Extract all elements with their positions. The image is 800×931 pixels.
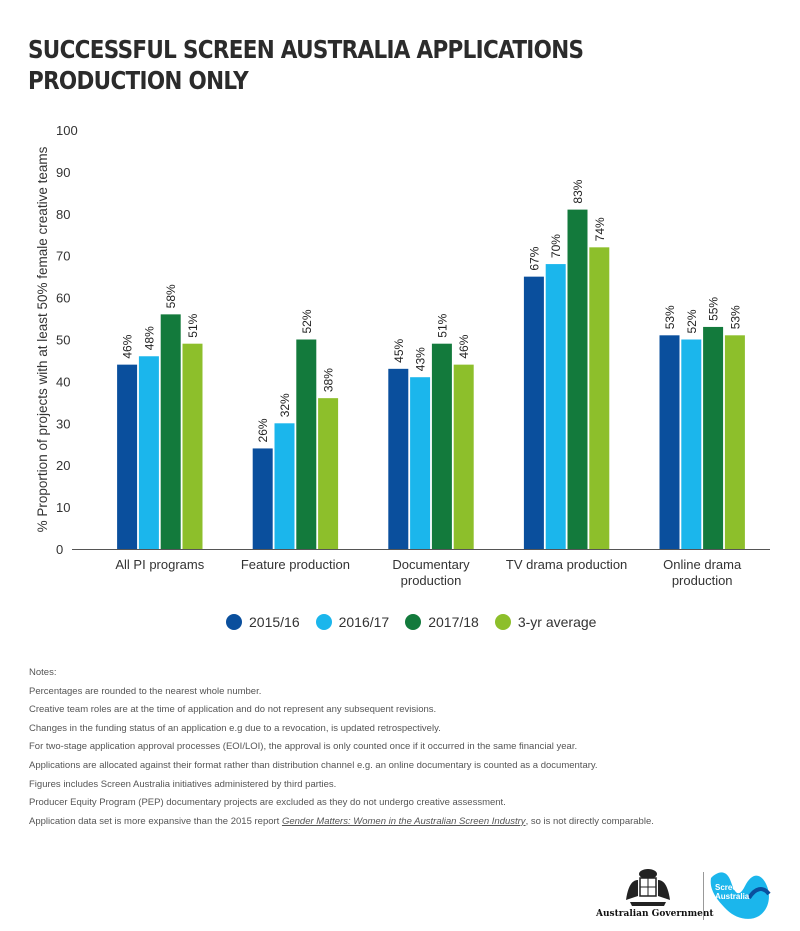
bar bbox=[160, 314, 181, 549]
bar-value-label: 51% bbox=[186, 313, 200, 337]
logos: Australian Government Screen Australia bbox=[596, 866, 776, 922]
bar-chart: 0 10 20 30 40 50 60 70 80 90 100 % Proportion of pr… bbox=[35, 123, 770, 588]
legend-item-2017-18[interactable]: 2017/18 bbox=[405, 614, 479, 630]
bar-value-label: 45% bbox=[392, 338, 406, 362]
note-last-prefix: Application data set is more expansive t… bbox=[29, 815, 282, 827]
note-line: Creative team roles are at the time of a… bbox=[29, 704, 437, 716]
y-tick-label: 80 bbox=[56, 207, 70, 222]
legend-item-3yr-average[interactable]: 3-yr average bbox=[494, 614, 597, 630]
bar-value-label: 74% bbox=[593, 217, 607, 241]
logo-divider bbox=[703, 872, 704, 920]
report-reference-link[interactable]: Gender Matters: Women in the Australian … bbox=[281, 815, 526, 827]
legend-swatch-2015-16 bbox=[226, 614, 242, 630]
coat-of-arms-icon bbox=[626, 869, 670, 906]
bar-value-label: 52% bbox=[685, 309, 699, 333]
screen-australia-wave-icon bbox=[710, 872, 771, 919]
bar-value-label: 46% bbox=[457, 334, 471, 358]
bar bbox=[724, 335, 745, 549]
x-category-label: All PI programs bbox=[115, 557, 204, 572]
bar-value-label: 58% bbox=[164, 284, 178, 308]
y-tick-label: 100 bbox=[56, 123, 78, 138]
bar-value-label: 26% bbox=[256, 418, 270, 442]
bar-value-label: 53% bbox=[728, 305, 742, 329]
bar bbox=[431, 343, 452, 549]
y-tick-label: 40 bbox=[56, 374, 70, 389]
x-category-label: production bbox=[401, 573, 462, 588]
bar bbox=[318, 398, 339, 549]
legend: 2015/16 2016/17 2017/18 3-yr average bbox=[226, 614, 596, 630]
bar bbox=[453, 364, 474, 549]
y-axis-label: % Proportion of projects with at least 5… bbox=[35, 146, 50, 532]
bar bbox=[567, 209, 588, 550]
y-tick-label: 60 bbox=[56, 291, 70, 306]
bar-value-label: 48% bbox=[142, 326, 156, 350]
y-tick-label: 10 bbox=[56, 500, 70, 515]
note-line: Producer Equity Program (PEP) documentar… bbox=[29, 797, 506, 809]
bar bbox=[703, 326, 724, 549]
note-line: Percentages are rounded to the nearest w… bbox=[29, 685, 262, 697]
bar bbox=[296, 339, 317, 549]
bar bbox=[182, 343, 203, 549]
notes-heading: Notes: bbox=[29, 667, 57, 678]
screen-australia-line2: Australia bbox=[715, 892, 750, 901]
title-line-2: PRODUCTION ONLY bbox=[28, 66, 249, 95]
screen-australia-logo: Screen Australia bbox=[709, 868, 775, 922]
bar-value-label: 38% bbox=[322, 368, 336, 392]
y-tick-label: 90 bbox=[56, 165, 70, 180]
bar-value-label: 51% bbox=[435, 313, 449, 337]
y-tick-label: 30 bbox=[56, 416, 70, 431]
legend-label-2016-17: 2016/17 bbox=[338, 614, 390, 630]
y-tick-label: 0 bbox=[56, 542, 63, 557]
note-line: Figures includes Screen Australia initia… bbox=[29, 778, 337, 790]
x-category-label: Documentary bbox=[392, 557, 470, 572]
bar bbox=[252, 448, 273, 549]
bar-value-label: 83% bbox=[571, 179, 585, 203]
government-name: Australian Government bbox=[596, 909, 714, 919]
bar-value-label: 55% bbox=[707, 297, 721, 321]
legend-label-3yr-average: 3-yr average bbox=[517, 614, 597, 630]
x-category-label: production bbox=[672, 573, 733, 588]
bar bbox=[138, 356, 159, 549]
bar-value-label: 53% bbox=[663, 305, 677, 329]
bar bbox=[410, 377, 431, 549]
x-category-label: Online drama bbox=[663, 557, 742, 572]
legend-swatch-3yr-average bbox=[494, 614, 511, 630]
screen-australia-line1: Screen bbox=[715, 883, 742, 892]
legend-item-2016-17[interactable]: 2016/17 bbox=[315, 614, 390, 630]
bar-value-label: 32% bbox=[278, 393, 292, 417]
bar bbox=[589, 247, 610, 549]
note-last-suffix: , so is not directly comparable. bbox=[525, 815, 654, 827]
bar bbox=[117, 364, 138, 549]
bar bbox=[388, 368, 409, 549]
note-line-last: Application data set is more expansive t… bbox=[29, 815, 729, 827]
bar bbox=[659, 335, 680, 549]
notes: Notes: Percentages are rounded to the ne… bbox=[29, 668, 729, 835]
note-line: Changes in the funding status of an appl… bbox=[29, 722, 441, 734]
chart-title: SUCCESSFUL SCREEN AUSTRALIA APPLICATIONS… bbox=[28, 34, 630, 96]
bar-value-label: 43% bbox=[414, 347, 428, 371]
title-line-1: SUCCESSFUL SCREEN AUSTRALIA APPLICATIONS bbox=[28, 35, 584, 64]
bar bbox=[274, 423, 295, 549]
x-category-label: TV drama production bbox=[506, 557, 627, 572]
screen-australia-wordmark: Screen Australia bbox=[715, 883, 749, 901]
legend-label-2017-18: 2017/18 bbox=[428, 614, 479, 630]
bar-value-label: 46% bbox=[121, 334, 135, 358]
note-line: Applications are allocated against their… bbox=[29, 759, 598, 771]
bar-value-label: 67% bbox=[527, 246, 541, 270]
note-line: For two-stage application approval proce… bbox=[29, 741, 578, 753]
y-tick-label: 20 bbox=[56, 458, 70, 473]
x-category-label: Feature production bbox=[241, 557, 350, 572]
legend-label-2015-16: 2015/16 bbox=[249, 614, 300, 630]
y-tick-label: 50 bbox=[56, 333, 70, 348]
y-tick-label: 70 bbox=[56, 249, 70, 264]
bar-value-label: 52% bbox=[300, 309, 314, 333]
bar-value-label: 70% bbox=[549, 234, 563, 258]
legend-swatch-2016-17 bbox=[315, 614, 332, 630]
legend-swatch-2017-18 bbox=[405, 614, 422, 630]
bar bbox=[523, 276, 544, 549]
bar bbox=[545, 264, 566, 549]
legend-item-2015-16[interactable]: 2015/16 bbox=[226, 614, 300, 630]
australian-government-logo: Australian Government bbox=[596, 866, 714, 922]
bar bbox=[681, 339, 702, 549]
